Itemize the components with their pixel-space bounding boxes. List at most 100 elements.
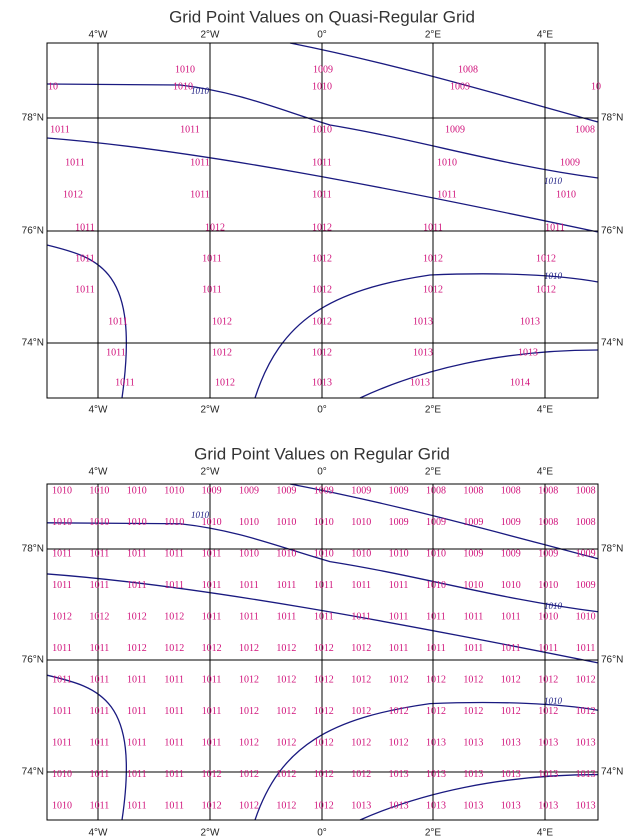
grid-value: 1011 bbox=[202, 611, 222, 622]
grid-value: 1013 bbox=[576, 737, 596, 748]
grid-value: 1012 bbox=[536, 284, 556, 295]
contour bbox=[47, 138, 598, 232]
grid-value: 1011 bbox=[190, 189, 210, 200]
grid-value: 1010 bbox=[312, 81, 332, 92]
grid-value: 1009 bbox=[445, 124, 465, 135]
grid-value: 1012 bbox=[463, 674, 483, 685]
grid-value: 1013 bbox=[463, 769, 483, 780]
grid-value: 1012 bbox=[205, 222, 225, 233]
contour-label: 1010 bbox=[191, 510, 210, 520]
grid-value: 1010 bbox=[437, 157, 457, 168]
grid-value: 1011 bbox=[239, 611, 259, 622]
grid-value: 1010 bbox=[52, 769, 72, 780]
grid-value: 1012 bbox=[164, 643, 184, 654]
grid-value: 1012 bbox=[276, 706, 296, 717]
grid-value: 1012 bbox=[423, 284, 443, 295]
grid-value: 1008 bbox=[463, 485, 483, 496]
grid-value: 1011 bbox=[52, 737, 72, 748]
grid-value: 1012 bbox=[127, 611, 147, 622]
grid-value: 1011 bbox=[202, 548, 222, 559]
grid-value: 1012 bbox=[212, 316, 232, 327]
grid-value: 1011 bbox=[426, 643, 446, 654]
grid-value: 1010 bbox=[127, 485, 147, 496]
lon-label: 4°W bbox=[89, 828, 109, 839]
grid-value: 1013 bbox=[426, 800, 446, 811]
grid-value: 1010 bbox=[276, 548, 296, 559]
lon-label: 2°W bbox=[201, 467, 221, 478]
grid-value: 1012 bbox=[127, 643, 147, 654]
grid-value: 1012 bbox=[351, 769, 371, 780]
grid-value: 1012 bbox=[538, 706, 558, 717]
grid-value: 1009 bbox=[351, 485, 371, 496]
contour bbox=[47, 675, 126, 820]
grid-value: 1011 bbox=[202, 284, 222, 295]
lon-label: 4°E bbox=[537, 828, 554, 839]
grid-value: 1012 bbox=[312, 253, 332, 264]
contour bbox=[360, 775, 598, 820]
grid-value: 1011 bbox=[464, 643, 484, 654]
grid-value: 1010 bbox=[52, 800, 72, 811]
grid-value: 1012 bbox=[276, 643, 296, 654]
grid-value: 1013 bbox=[538, 737, 558, 748]
grid-value: 1011 bbox=[164, 706, 184, 717]
grid-value: 1010 bbox=[351, 548, 371, 559]
grid-value: 1011 bbox=[202, 706, 222, 717]
grid-value: 1008 bbox=[538, 485, 558, 496]
lon-label: 2°E bbox=[425, 467, 442, 478]
contour bbox=[255, 702, 598, 820]
grid-value: 1008 bbox=[426, 485, 446, 496]
grid-value: 1009 bbox=[202, 485, 222, 496]
lat-label: 78°N bbox=[601, 113, 623, 124]
grid-value: 1009 bbox=[576, 580, 596, 591]
grid-value: 1014 bbox=[510, 377, 530, 388]
grid-value: 1012 bbox=[239, 706, 259, 717]
grid-value: 1012 bbox=[312, 222, 332, 233]
grid-value: 1010 bbox=[276, 517, 296, 528]
grid-value: 1011 bbox=[389, 611, 409, 622]
grid-value: 1011 bbox=[90, 800, 110, 811]
grid-value: 1013 bbox=[351, 800, 371, 811]
lat-label: 76°N bbox=[22, 226, 44, 237]
grid-value: 1008 bbox=[576, 517, 596, 528]
lon-label: 2°W bbox=[201, 828, 221, 839]
grid-value: 1010 bbox=[239, 517, 259, 528]
grid-value: 1009 bbox=[450, 81, 470, 92]
lon-label: 2°E bbox=[425, 30, 442, 41]
grid-value: 1011 bbox=[127, 580, 147, 591]
grid-value: 1010 bbox=[556, 189, 576, 200]
grid-value: 1010 bbox=[52, 485, 72, 496]
lat-label: 76°N bbox=[22, 655, 44, 666]
grid-value: 1010 bbox=[202, 517, 222, 528]
grid-value: 1012 bbox=[276, 674, 296, 685]
grid-value: 1011 bbox=[90, 548, 110, 559]
grid-value: 1011 bbox=[164, 737, 184, 748]
lon-label: 0° bbox=[317, 405, 327, 416]
grid-value: 1011 bbox=[106, 347, 126, 358]
lon-label: 4°W bbox=[89, 405, 109, 416]
grid-value: 1009 bbox=[389, 517, 409, 528]
lon-label: 4°E bbox=[537, 405, 554, 416]
contour bbox=[360, 350, 598, 398]
lat-label: 74°N bbox=[601, 767, 623, 778]
grid-value: 1011 bbox=[52, 643, 72, 654]
grid-value: 1010 bbox=[239, 548, 259, 559]
lat-label: 76°N bbox=[601, 655, 623, 666]
contour-label: 1010 bbox=[544, 176, 563, 186]
contour-label: 1010 bbox=[544, 696, 563, 706]
grid-value: 1011 bbox=[164, 580, 184, 591]
lat-label: 78°N bbox=[22, 544, 44, 555]
lon-label: 0° bbox=[317, 467, 327, 478]
grid-value: 1013 bbox=[413, 347, 433, 358]
grid-value: 1011 bbox=[190, 157, 210, 168]
grid-value: 1009 bbox=[239, 485, 259, 496]
grid-value: 1012 bbox=[426, 706, 446, 717]
grid-value: 1012 bbox=[63, 189, 83, 200]
grid-value: 1011 bbox=[545, 222, 565, 233]
lat-label: 76°N bbox=[601, 226, 623, 237]
grid-value: 1010 bbox=[173, 81, 193, 92]
grid-value: 1011 bbox=[576, 643, 596, 654]
grid-value: 1012 bbox=[212, 347, 232, 358]
grid-value: 1013 bbox=[413, 316, 433, 327]
grid-value: 1012 bbox=[312, 316, 332, 327]
